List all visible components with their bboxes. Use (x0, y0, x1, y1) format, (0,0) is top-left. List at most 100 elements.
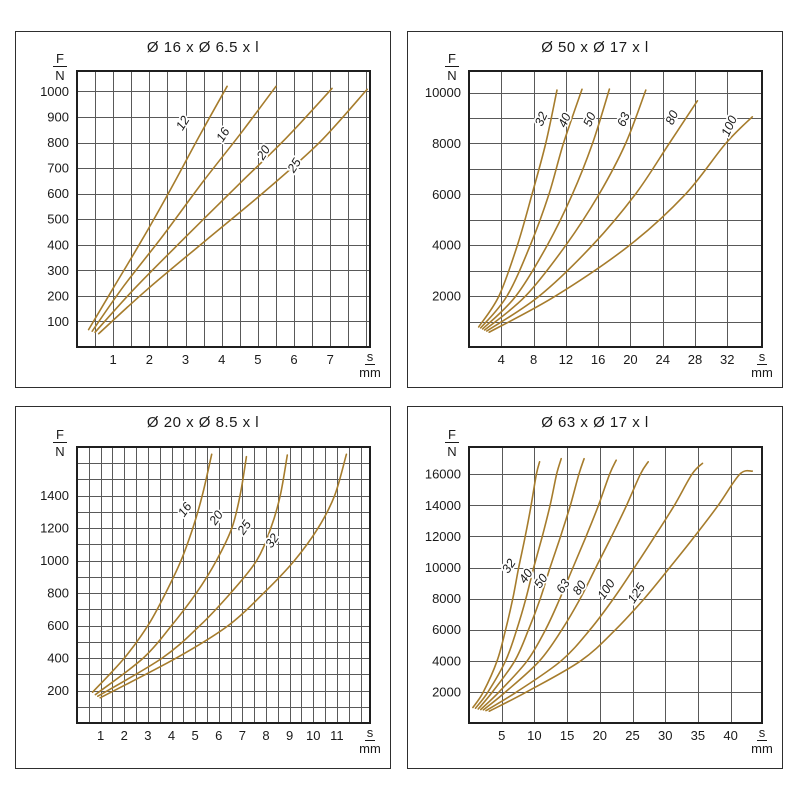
curve-label-80: 80 (663, 108, 681, 126)
plot-frame (468, 70, 763, 348)
chart-title: Ø 16 x Ø 6.5 x l (146, 39, 260, 56)
y-tick-label: 300 (47, 263, 69, 278)
curve-16 (91, 453, 213, 693)
curve-100 (485, 462, 704, 712)
curve-label-12: 12 (173, 113, 192, 132)
curve-16 (91, 85, 277, 332)
x-tick-label: 25 (625, 728, 639, 743)
y-tick-label: 400 (47, 651, 69, 666)
y-tick-label: 1000 (40, 553, 69, 568)
x-tick-label: 6 (215, 728, 222, 743)
x-tick-label: 7 (327, 352, 334, 367)
y-tick-label: 6000 (432, 622, 461, 637)
y-tick-label: 2000 (432, 289, 461, 304)
x-tick-label: 1 (97, 728, 104, 743)
x-tick-label: 16 (591, 352, 605, 367)
y-tick-label: 400 (47, 237, 69, 252)
curve-group (477, 88, 754, 333)
curve-40 (474, 457, 562, 709)
x-tick-label: 1 (110, 352, 117, 367)
x-tick-label: 20 (593, 728, 607, 743)
y-tick-label: 600 (47, 186, 69, 201)
y-tick-label: 6000 (432, 187, 461, 202)
y-tick-label: 14000 (425, 498, 461, 513)
y-tick-label: 12000 (425, 529, 461, 544)
curve-50 (477, 457, 585, 710)
x-tick-label: 6 (290, 352, 297, 367)
x-tick-label: 5 (192, 728, 199, 743)
curve-label-20: 20 (206, 508, 226, 528)
y-tick-label: 10000 (425, 85, 461, 100)
x-axis-unit-denominator: mm (359, 365, 381, 380)
plot-frame (468, 446, 763, 724)
x-axis-unit-numerator: s (367, 725, 374, 740)
curve-label-16: 16 (213, 125, 232, 144)
y-tick-label: 700 (47, 161, 69, 176)
curve-12 (87, 85, 228, 331)
x-tick-label: 28 (688, 352, 702, 367)
y-tick-label: 800 (47, 586, 69, 601)
curve-80 (482, 461, 649, 711)
curve-32 (472, 461, 541, 709)
y-tick-label: 4000 (432, 238, 461, 253)
curve-40 (479, 88, 583, 329)
chart-title: Ø 50 x Ø 17 x l (541, 39, 649, 56)
curve-80 (486, 100, 699, 332)
chart-panel-d63: Ø 63 x Ø 17 x l 32 40 50 63 80 100 125 2000 4000… (407, 406, 783, 769)
y-axis-unit-denominator: N (55, 68, 64, 83)
x-tick-label: 3 (144, 728, 151, 743)
grid (77, 71, 370, 347)
x-tick-label: 5 (498, 728, 505, 743)
y-axis-unit-denominator: N (447, 444, 456, 459)
x-tick-label: 8 (262, 728, 269, 743)
y-axis-unit-numerator: F (448, 51, 456, 66)
y-tick-label: 800 (47, 135, 69, 150)
plot-frame (76, 446, 371, 724)
x-tick-label: 4 (498, 352, 505, 367)
x-tick-label: 10 (527, 728, 541, 743)
y-tick-label: 500 (47, 212, 69, 227)
y-tick-label: 900 (47, 110, 69, 125)
x-tick-label: 9 (286, 728, 293, 743)
x-axis-unit-numerator: s (759, 725, 766, 740)
x-tick-label: 15 (560, 728, 574, 743)
curve-32 (477, 89, 558, 328)
y-tick-label: 1200 (40, 521, 69, 536)
x-tick-label: 24 (655, 352, 669, 367)
curve-label-16: 16 (175, 500, 194, 519)
y-tick-label: 600 (47, 618, 69, 633)
chart-title: Ø 20 x Ø 8.5 x l (146, 414, 260, 431)
x-axis-unit-denominator: mm (751, 741, 773, 756)
force-stroke-chart: 16 20 25 32 200 400 600 800 1000 1200 1400 1 2 3 4 5 6 7 8… (40, 427, 381, 756)
curve-group (91, 453, 348, 699)
chart-title: Ø 63 x Ø 17 x l (541, 414, 649, 431)
y-tick-label: 8000 (432, 591, 461, 606)
x-axis-unit-denominator: mm (359, 741, 381, 756)
y-tick-label: 100 (47, 314, 69, 329)
y-tick-label: 1000 (40, 84, 69, 99)
y-tick-label: 4000 (432, 653, 461, 668)
x-tick-label: 3 (182, 352, 189, 367)
chart-panel-d50: Ø 50 x Ø 17 x l 32 40 50 63 80 100 2000 4000 600… (407, 31, 783, 388)
y-tick-label: 10000 (425, 560, 461, 575)
y-axis-unit-denominator: N (447, 68, 456, 83)
curve-63 (483, 89, 647, 331)
grid (469, 71, 762, 347)
chart-panel-d16: Ø 16 x Ø 6.5 x l 12 16 20 25 100 200 300 400 500… (15, 31, 391, 388)
curve-25 (97, 454, 289, 697)
y-tick-label: 200 (47, 683, 69, 698)
y-tick-label: 2000 (432, 684, 461, 699)
x-tick-label: 32 (720, 352, 734, 367)
y-axis-unit-numerator: F (56, 51, 64, 66)
y-axis-unit-denominator: N (55, 444, 64, 459)
curve-label-25: 25 (234, 518, 254, 538)
curve-20 (94, 455, 248, 696)
chart-panel-d20: Ø 20 x Ø 8.5 x l 16 20 25 32 200 400 600 800 100… (15, 406, 391, 769)
y-tick-label: 1400 (40, 488, 69, 503)
y-tick-label: 8000 (432, 136, 461, 151)
x-tick-label: 11 (330, 728, 344, 743)
curve-63 (480, 459, 617, 711)
y-axis-unit-numerator: F (448, 427, 456, 442)
